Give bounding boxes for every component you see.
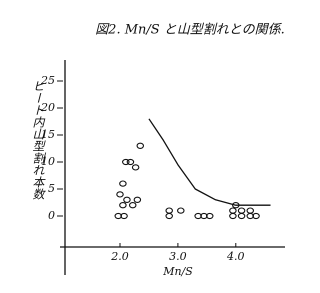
- y-tick-label: 25: [40, 74, 55, 87]
- point: [238, 213, 244, 218]
- y-tick-label: 15: [41, 128, 55, 141]
- point: [130, 203, 136, 208]
- trend-curve: [149, 119, 271, 205]
- point: [230, 213, 236, 218]
- x-tick-label: 4.0: [226, 250, 245, 263]
- point: [120, 181, 126, 186]
- y-tick-label: 10: [41, 155, 55, 168]
- chart: 図2. Mn/S と山型割れとの関係. Mn/S ヒート内山型割れ本数 0510…: [0, 0, 305, 293]
- point: [166, 213, 172, 218]
- point: [137, 143, 143, 148]
- point: [166, 208, 172, 213]
- chart-title: 図2. Mn/S と山型割れとの関係.: [95, 23, 285, 38]
- point: [134, 197, 140, 202]
- point: [120, 203, 126, 208]
- point: [178, 208, 184, 213]
- x-axis-label: Mn/S: [162, 265, 193, 278]
- point: [132, 165, 138, 170]
- y-tick-label: 20: [40, 101, 55, 114]
- x-tick-label: 3.0: [169, 250, 187, 263]
- y-tick-label: 0: [48, 209, 55, 222]
- point: [247, 208, 253, 213]
- point: [117, 192, 123, 197]
- point: [230, 208, 236, 213]
- y-tick-label: 5: [48, 182, 55, 195]
- point: [238, 208, 244, 213]
- x-tick-label: 2.0: [110, 250, 129, 263]
- point: [124, 197, 130, 202]
- point: [127, 159, 133, 164]
